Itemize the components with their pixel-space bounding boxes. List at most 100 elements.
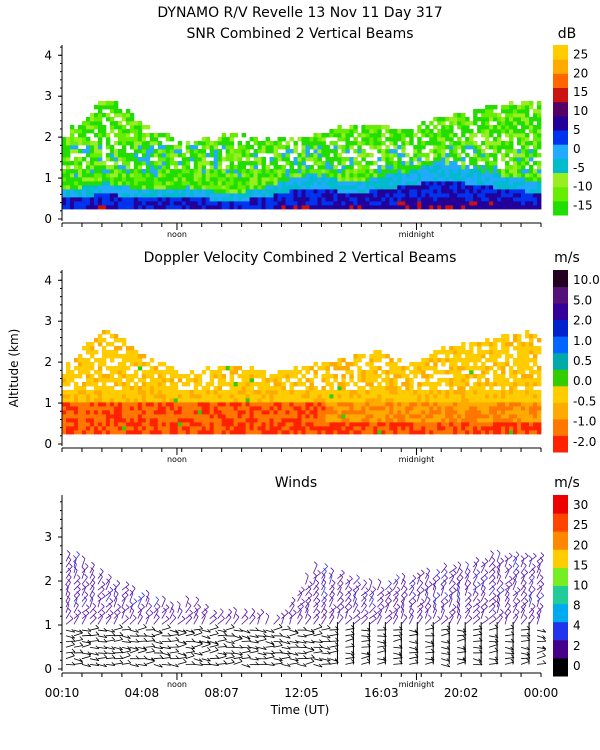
wind-barb-flag — [119, 655, 124, 659]
snr-cell — [513, 177, 518, 182]
snr-cell — [509, 109, 514, 114]
doppler-cell — [445, 426, 450, 431]
wind-barb-flag — [108, 602, 112, 607]
snr-cell — [301, 137, 306, 142]
snr-cell — [393, 145, 398, 150]
snr-cell — [93, 173, 99, 178]
snr-cell — [413, 181, 418, 186]
doppler-cell — [109, 334, 115, 339]
snr-cell — [177, 145, 183, 150]
doppler-cell — [529, 378, 534, 383]
snr-cell — [389, 133, 394, 138]
snr-cell — [457, 145, 462, 150]
doppler-cell — [289, 426, 294, 431]
doppler-cell — [469, 374, 474, 379]
wind-barb — [97, 656, 107, 660]
wind-barb — [177, 657, 187, 660]
snr-cell — [165, 133, 171, 138]
snr-cell — [377, 137, 382, 142]
doppler-cell — [233, 366, 239, 371]
doppler-cell — [489, 390, 494, 395]
wind-barb — [169, 604, 174, 614]
doppler-cell — [341, 406, 346, 411]
snr-cell — [313, 193, 318, 198]
doppler-cell — [313, 370, 318, 375]
snr-cell — [209, 189, 215, 194]
snr-cell — [101, 173, 107, 178]
snr-cell — [537, 125, 542, 130]
snr-cell — [457, 193, 462, 198]
doppler-cell — [205, 386, 211, 391]
doppler-cell — [469, 426, 474, 431]
doppler-cell — [353, 406, 358, 411]
snr-cell — [477, 153, 482, 158]
snr-cell — [269, 145, 274, 150]
doppler-cell — [277, 390, 282, 395]
doppler-cell — [177, 398, 183, 403]
wind-barb-flag — [67, 607, 72, 612]
snr-cell — [285, 173, 290, 178]
snr-cell — [477, 189, 482, 194]
snr-cell — [173, 189, 179, 194]
snr-cell — [117, 193, 123, 198]
snr-cell — [357, 169, 362, 174]
doppler-cell — [401, 430, 406, 435]
wind-barb — [193, 664, 203, 666]
doppler-cell — [269, 390, 274, 395]
snr-cell — [117, 149, 123, 154]
snr-cell — [413, 153, 418, 158]
snr-cell — [145, 153, 151, 158]
doppler-cell — [62, 390, 67, 395]
doppler-cell — [493, 406, 498, 411]
wind-barb-flag — [84, 591, 89, 595]
snr-cell — [209, 153, 215, 158]
snr-cell — [517, 169, 522, 174]
doppler-cell — [537, 410, 542, 415]
snr-cell — [289, 201, 294, 206]
snr-cell — [381, 181, 386, 186]
doppler-cell — [141, 382, 147, 387]
doppler-cell — [105, 378, 111, 383]
doppler-cell — [429, 394, 434, 399]
doppler-cell — [93, 410, 99, 415]
snr-cell — [261, 141, 266, 146]
snr-cell — [421, 197, 426, 202]
snr-cell — [205, 177, 211, 182]
snr-cell — [409, 133, 414, 138]
doppler-cell — [201, 422, 207, 427]
snr-cell — [425, 185, 430, 190]
doppler-cell — [117, 430, 123, 435]
doppler-cell — [309, 394, 314, 399]
snr-cell — [333, 197, 338, 202]
doppler-cell — [401, 370, 406, 375]
doppler-cell — [417, 398, 422, 403]
doppler-cell — [465, 354, 470, 359]
doppler-cell — [517, 366, 522, 371]
snr-cell — [185, 205, 191, 210]
snr-cell — [225, 185, 231, 190]
snr-cell — [281, 181, 286, 186]
snr-cell — [377, 173, 382, 178]
snr-cell — [177, 153, 183, 158]
snr-cell — [265, 169, 270, 174]
snr-cell — [173, 177, 179, 182]
wind-barb-flag — [114, 590, 119, 594]
wind-barb — [209, 641, 219, 645]
snr-cell — [429, 185, 434, 190]
doppler-cell — [325, 402, 330, 407]
snr-cell — [181, 173, 187, 178]
doppler-cell — [217, 378, 223, 383]
wind-barb — [105, 629, 115, 633]
snr-cell — [93, 189, 99, 194]
snr-cell — [97, 169, 103, 174]
snr-cell — [505, 185, 510, 190]
doppler-cell — [213, 426, 219, 431]
snr-cell — [85, 153, 91, 158]
doppler-cell — [225, 410, 231, 415]
doppler-cell — [417, 382, 422, 387]
snr-cell — [121, 193, 127, 198]
snr-cell — [305, 201, 310, 206]
wind-barb-flag — [195, 596, 200, 601]
snr-cell — [297, 205, 302, 210]
snr-cell — [329, 173, 334, 178]
